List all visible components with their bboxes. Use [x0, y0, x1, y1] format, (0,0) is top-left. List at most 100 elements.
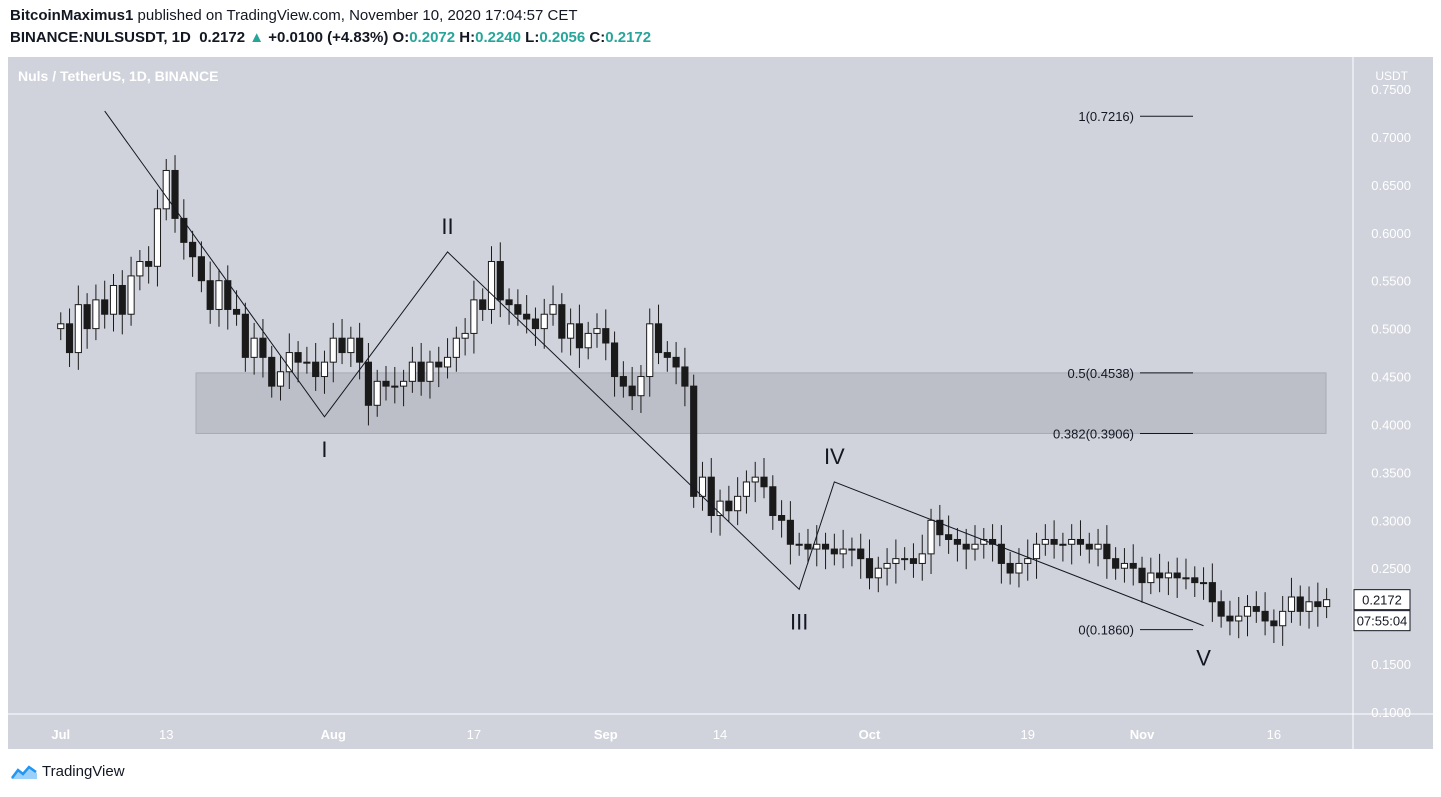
candle-body [312, 361, 320, 378]
candle-body [1094, 543, 1102, 550]
candle-body [769, 486, 777, 517]
candle-body [839, 548, 847, 555]
symbol-label: BINANCE:NULSUSDT, 1D [10, 29, 191, 46]
candle-body [1050, 538, 1058, 545]
candle-body [778, 515, 786, 521]
y-tick-label: 0.1000 [1371, 705, 1411, 720]
candle-body [892, 558, 900, 564]
publish-text: published on TradingView.com, November 1… [133, 7, 578, 24]
candle-body [1279, 610, 1287, 627]
candle-body [1015, 562, 1023, 574]
candle-body [865, 558, 874, 579]
candle-body [443, 356, 452, 368]
candle-body [400, 380, 408, 387]
candle-body [725, 500, 733, 512]
candle-body [558, 304, 566, 339]
candle-body [962, 543, 970, 550]
x-tick-label: Jul [51, 727, 70, 742]
candle-body [804, 543, 812, 550]
candle-body [320, 361, 329, 378]
candle-body [127, 275, 135, 315]
candle-body [953, 538, 961, 545]
fib-level-label: 0.382(0.3906) [1053, 426, 1134, 441]
candle-body [435, 361, 443, 368]
open-label: O: [392, 29, 410, 46]
symbol-info: BINANCE:NULSUSDT, 1D 0.2172 ▲ +0.0100 (+… [10, 29, 651, 46]
candle-body [1208, 582, 1216, 603]
candle-body [57, 323, 65, 330]
candle-body [1068, 538, 1076, 545]
candle-body [874, 567, 882, 579]
y-tick-label: 0.5500 [1371, 274, 1411, 289]
brand-name: TradingView [42, 763, 125, 780]
candle-body [1129, 562, 1137, 569]
elliott-wave-line [104, 110, 1204, 627]
candle-body [909, 558, 918, 564]
candle-body [505, 299, 513, 306]
tradingview-brand[interactable]: TradingView [10, 763, 125, 780]
x-tick-label: 19 [1021, 727, 1035, 742]
candle-body [549, 304, 557, 315]
candle-body [901, 558, 909, 561]
candle-body [347, 337, 355, 354]
candle-body [373, 380, 381, 406]
close-value: 0.2172 [605, 29, 652, 46]
open-value: 0.2072 [409, 29, 456, 46]
candle-body [663, 352, 671, 358]
x-tick-label: Aug [321, 727, 346, 742]
candle-body [215, 280, 223, 310]
candle-body [329, 337, 337, 363]
candle-body [637, 376, 645, 397]
candle-body [171, 169, 179, 219]
candle-body [452, 337, 460, 358]
fib-level-label: 1(0.7216) [1078, 109, 1134, 124]
candle-body [382, 380, 390, 387]
candle-body [760, 476, 768, 488]
candle-body [1173, 572, 1181, 579]
candle-body [1199, 582, 1208, 585]
candle-body [145, 261, 153, 267]
x-tick-label: 17 [467, 727, 481, 742]
candle-body [1006, 562, 1014, 574]
candle-body [795, 543, 803, 546]
candle-body [786, 519, 794, 545]
candle-body [523, 313, 531, 320]
candle-body [1305, 601, 1313, 612]
candle-body [593, 328, 601, 334]
candle-body [1191, 577, 1199, 584]
candle-body [672, 356, 680, 368]
candle-body [813, 543, 821, 550]
up-arrow-icon: ▲ [249, 29, 265, 46]
candle-body [1217, 601, 1225, 617]
candle-body [690, 385, 698, 497]
candle-body [1147, 572, 1155, 584]
candle-body [417, 361, 425, 382]
candle-body [268, 356, 276, 387]
candle-body [1076, 538, 1085, 545]
author-name[interactable]: BitcoinMaximus1 [10, 7, 134, 24]
candle-body [1024, 558, 1032, 564]
x-tick-label: Sep [594, 727, 618, 742]
candle-body [883, 562, 891, 569]
candle-body [162, 169, 170, 210]
countdown-tag [1353, 610, 1411, 632]
candle-body [936, 519, 944, 536]
candle-body [276, 371, 285, 387]
candle-body [1112, 558, 1120, 569]
candle-body [1252, 606, 1260, 612]
candle-body [356, 337, 364, 363]
candle-body [619, 376, 627, 387]
low-label: L: [525, 29, 540, 46]
candle-body [74, 304, 82, 354]
candle-body [602, 328, 610, 344]
fib-level-label: 0.5(0.4538) [1068, 366, 1135, 381]
wave-label: II [441, 214, 453, 239]
candle-body [1041, 538, 1049, 545]
y-tick-label: 0.3000 [1371, 513, 1411, 528]
candle-body [1261, 610, 1269, 622]
candle-body [610, 342, 619, 378]
candle-body [338, 337, 346, 354]
candle-body [461, 332, 469, 339]
candle-body [1243, 606, 1252, 617]
